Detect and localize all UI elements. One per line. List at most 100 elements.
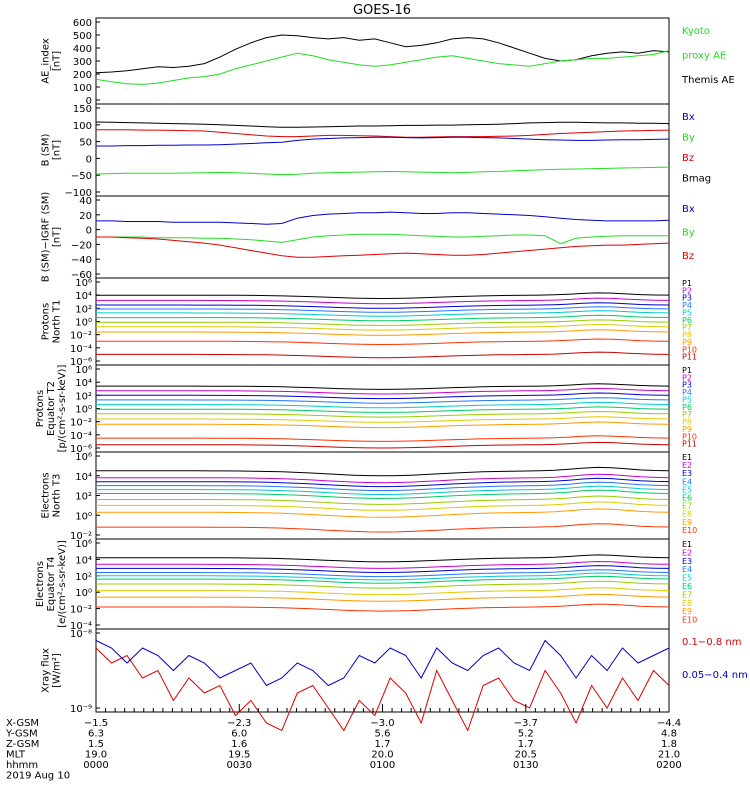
channel-line — [96, 575, 670, 584]
y-tick-label: 10⁰ — [75, 511, 92, 522]
panel-pe: 10⁶ 10⁴ 10² 10⁰ 10⁻² 10⁻⁴ 10⁻⁶ Protons Equator T… — [35, 364, 697, 455]
series-by — [96, 233, 669, 245]
y-tick-label: 100 — [73, 83, 92, 94]
legend-entry: Themis AE — [681, 75, 735, 86]
footer-value: 1.7 — [375, 739, 391, 750]
channel-line — [96, 406, 670, 413]
footer-value: 1.5 — [88, 739, 104, 750]
channel-line — [96, 401, 670, 409]
series-kyoto-proxy-ae — [95, 50, 670, 85]
footer-value: 21.0 — [658, 750, 680, 761]
y-tick-label: 10⁶ — [75, 278, 92, 289]
channel-line — [96, 603, 670, 612]
footer-value: 0030 — [227, 760, 252, 771]
footer-value: −4.4 — [657, 718, 681, 729]
legend-entry: E9 — [682, 518, 692, 527]
channel-line — [96, 310, 670, 317]
y-tick-label: −20 — [71, 240, 92, 251]
legend-entry: P10 — [682, 345, 697, 354]
series-0-1-0-8-nm — [95, 647, 670, 732]
y-tick-label: 10⁻⁹ — [70, 704, 92, 715]
channel-line — [96, 383, 670, 390]
y-tick-label: 10⁴ — [75, 378, 92, 389]
y-tick-label: −60 — [71, 270, 92, 281]
channel-line — [96, 587, 670, 596]
legend-entry: P2 — [682, 286, 692, 295]
legend-entry: P11 — [682, 353, 697, 362]
series-0-05-0-4-nm — [95, 639, 670, 687]
legend-entry: E5 — [682, 485, 692, 494]
y-axis-label: Electrons — [35, 561, 46, 607]
panel-frame — [95, 17, 670, 105]
y-tick-label: 10² — [75, 572, 92, 583]
footer-value: 20.5 — [515, 750, 537, 761]
footer-row-label: Z-GSM — [6, 739, 39, 750]
footer-value: 4.8 — [661, 729, 677, 740]
footer-value: 6.3 — [88, 729, 104, 740]
legend-entry: E7 — [682, 502, 692, 511]
legend-entry: 0.05−0.4 nm — [682, 670, 748, 681]
panel-bigrf: 40 20 0 −20 −40 −60 B (SM)−IGRF (SM) [nT] Bx By Bz — [41, 192, 695, 283]
footer-row-label: X-GSM — [6, 718, 39, 729]
series-themis-ae — [95, 34, 670, 74]
y-tick-label: 20 — [79, 211, 92, 222]
y-axis-label: Electrons — [41, 472, 52, 518]
panel-ee: 10⁶ 10⁴ 10² 10⁰ 10⁻² 10⁻⁴ Electrons Equator T4[… — [35, 538, 697, 632]
y-tick-label: 10⁻⁴ — [70, 344, 92, 355]
y-tick-label: −100 — [65, 188, 92, 199]
channel-line — [96, 292, 670, 300]
legend-entry: E4 — [682, 565, 692, 574]
y-axis-label: AE_index — [41, 38, 52, 84]
legend-entry: P2 — [682, 373, 692, 382]
panel-frame — [95, 364, 670, 453]
y-axis-label: [W/m²] — [52, 653, 63, 688]
y-axis-label: North T3 — [52, 474, 63, 518]
y-tick-label: 100 — [73, 121, 92, 132]
y-tick-label: 10⁻² — [70, 418, 92, 429]
legend-entry: E6 — [682, 582, 692, 591]
channel-line — [96, 421, 670, 429]
legend-entry: E8 — [682, 510, 692, 519]
legend-entry: E3 — [682, 557, 692, 566]
y-tick-label: 10⁶ — [75, 452, 92, 463]
legend-entry: E1 — [682, 540, 692, 549]
channel-line — [96, 580, 670, 589]
legend-entry: P9 — [682, 338, 692, 347]
legend-entry: E4 — [682, 477, 692, 486]
channel-line — [96, 323, 670, 331]
footer-value: −3.7 — [514, 718, 538, 729]
y-tick-label: 10⁻⁸ — [70, 629, 92, 640]
channel-line — [96, 397, 670, 404]
y-tick-label: 10² — [75, 492, 92, 503]
y-tick-label: 0 — [86, 226, 92, 237]
channel-line — [96, 560, 670, 569]
legend-entry: E10 — [682, 526, 697, 535]
y-tick-label: 10⁻⁴ — [70, 431, 92, 442]
footer-value: 0000 — [83, 760, 108, 771]
channel-line — [96, 435, 670, 442]
y-tick-label: 10⁶ — [75, 539, 92, 550]
y-axis-label: [nT] — [52, 51, 63, 71]
panel-pn: 10⁶ 10⁴ 10² 10⁰ 10⁻² 10⁻⁴ 10⁻⁶ Protons North T1 P… — [41, 277, 697, 368]
legend-entry: E2 — [682, 461, 692, 470]
legend-entry: Bx — [682, 112, 695, 123]
channel-line — [96, 481, 670, 492]
legend-entry: P7 — [682, 323, 692, 332]
footer-date: 2019 Aug 10 — [6, 771, 70, 782]
channel-line — [96, 593, 670, 602]
channel-line — [96, 565, 670, 574]
legend-entry: proxy AE — [682, 51, 726, 62]
y-tick-label: 10⁻⁶ — [70, 357, 92, 368]
legend-entry: P8 — [682, 331, 692, 340]
legend-entry: P1 — [682, 366, 692, 375]
legend-entry: P6 — [682, 316, 692, 325]
y-axis-label: B (SM) — [41, 133, 52, 166]
footer-value: 1.8 — [661, 739, 677, 750]
legend-entry: P8 — [682, 418, 692, 427]
footer-value: 5.2 — [518, 729, 534, 740]
footer-value: −1.5 — [84, 718, 108, 729]
legend-entry: E9 — [682, 607, 692, 616]
y-tick-label: 50 — [79, 138, 92, 149]
channel-line — [96, 416, 670, 423]
y-tick-label: 150 — [73, 104, 92, 115]
